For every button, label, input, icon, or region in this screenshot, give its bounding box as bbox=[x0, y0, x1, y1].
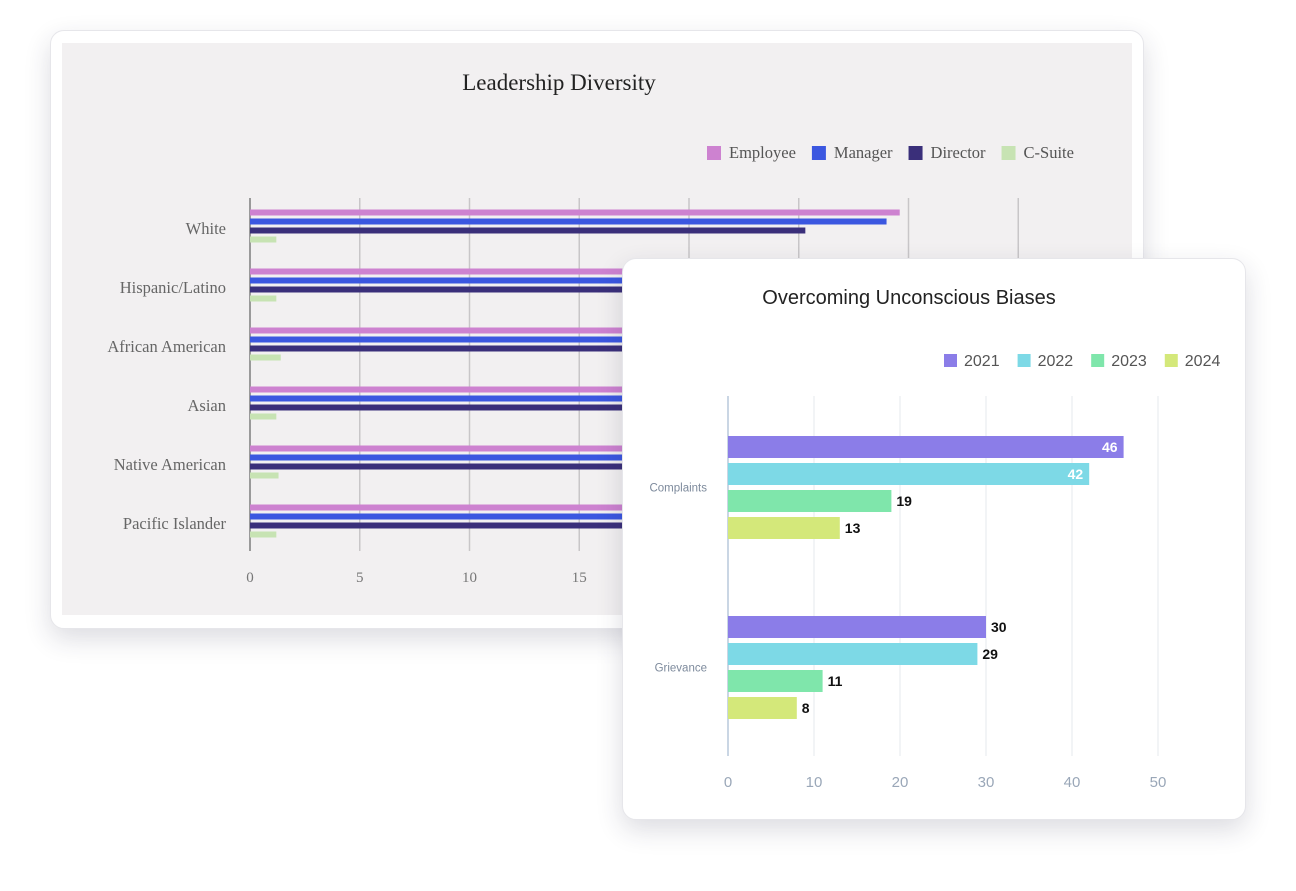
bar-employee-pacific-islander bbox=[250, 504, 668, 511]
legend-label-director: Director bbox=[931, 143, 986, 162]
legend-swatch-c-suite bbox=[1001, 146, 1016, 160]
legend-label-2024: 2024 bbox=[1185, 353, 1221, 370]
bar-manager-native-american bbox=[250, 454, 689, 461]
bar-director-native-american bbox=[250, 463, 646, 470]
bar-manager-pacific-islander bbox=[250, 513, 646, 520]
bar-employee-asian bbox=[250, 386, 755, 393]
legend-swatch-manager bbox=[811, 146, 826, 160]
x-tick-label: 10 bbox=[462, 570, 477, 586]
bar-2022-grievance bbox=[728, 643, 978, 665]
bar-employee-native-american bbox=[250, 445, 711, 452]
legend-label-manager: Manager bbox=[834, 143, 893, 162]
x-tick-label: 30 bbox=[978, 774, 995, 791]
chart-title: Leadership Diversity bbox=[462, 70, 656, 95]
data-label-2024-complaints: 13 bbox=[845, 520, 861, 536]
data-label-2023-complaints: 19 bbox=[896, 493, 912, 509]
category-label-complaints: Complaints bbox=[649, 483, 707, 495]
x-tick-label: 20 bbox=[892, 774, 909, 791]
category-label-native-american: Native American bbox=[114, 455, 226, 474]
bar-manager-asian bbox=[250, 395, 733, 402]
bar-c-suite-asian bbox=[250, 413, 277, 420]
bar-2024-grievance bbox=[728, 697, 797, 719]
category-label-white: White bbox=[186, 219, 226, 238]
bar-2021-grievance bbox=[728, 616, 986, 638]
legend-swatch-2022 bbox=[1017, 354, 1031, 367]
unconscious-biases-card: Overcoming Unconscious Biases 0 10 20 30 40 5… bbox=[622, 258, 1246, 820]
x-tick-label: 10 bbox=[806, 774, 823, 791]
bar-manager-african-american bbox=[250, 336, 711, 343]
category-label-african-american: African American bbox=[107, 337, 226, 356]
x-tick-label: 5 bbox=[356, 570, 364, 586]
x-tick-label: 50 bbox=[1150, 774, 1167, 791]
bar-2024-complaints bbox=[728, 517, 840, 539]
bar-employee-white bbox=[250, 209, 900, 216]
bar-manager-white bbox=[250, 218, 887, 225]
x-tick-label: 0 bbox=[724, 774, 732, 791]
legend-label-2022: 2022 bbox=[1038, 353, 1074, 370]
legend-swatch-director bbox=[908, 146, 923, 160]
bar-employee-hispanic-latino bbox=[250, 268, 777, 275]
data-label-2022-grievance: 29 bbox=[982, 646, 998, 662]
data-label-2023-grievance: 11 bbox=[828, 673, 843, 689]
bar-2021-complaints bbox=[728, 436, 1124, 458]
bar-2023-grievance bbox=[728, 670, 823, 692]
data-label-2021-grievance: 30 bbox=[991, 619, 1007, 635]
data-label-2022-complaints: 42 bbox=[1068, 466, 1084, 482]
unconscious-biases-chart: Overcoming Unconscious Biases 0 10 20 30 40 5… bbox=[649, 287, 1221, 791]
legend-label-2023: 2023 bbox=[1111, 353, 1147, 370]
bar-director-pacific-islander bbox=[250, 522, 624, 529]
bar-director-asian bbox=[250, 404, 689, 411]
data-label-2021-complaints: 46 bbox=[1102, 439, 1118, 455]
data-label-2024-grievance: 8 bbox=[802, 700, 810, 716]
x-tick-label: 0 bbox=[246, 570, 254, 586]
bar-c-suite-white bbox=[250, 236, 277, 243]
bar-director-african-american bbox=[250, 345, 668, 352]
bar-c-suite-pacific-islander bbox=[250, 531, 277, 538]
bar-2022-complaints bbox=[728, 463, 1090, 485]
legend-label-employee: Employee bbox=[729, 143, 796, 162]
bar-2023-complaints bbox=[728, 490, 892, 512]
chart-title: Overcoming Unconscious Biases bbox=[762, 287, 1055, 309]
legend-swatch-2024 bbox=[1164, 354, 1178, 367]
x-tick-label: 15 bbox=[572, 570, 587, 586]
category-label-hispanic-latino: Hispanic/Latino bbox=[120, 278, 226, 297]
category-label-pacific-islander: Pacific Islander bbox=[123, 514, 227, 533]
bar-c-suite-native-american bbox=[250, 472, 279, 479]
legend-label-2021: 2021 bbox=[964, 353, 1000, 370]
legend-swatch-employee bbox=[707, 146, 721, 160]
legend-swatch-2021 bbox=[944, 354, 957, 367]
x-tick-label: 40 bbox=[1064, 774, 1081, 791]
category-label-grievance: Grievance bbox=[655, 663, 707, 675]
bar-director-white bbox=[250, 227, 806, 234]
category-label-asian: Asian bbox=[188, 396, 227, 415]
bar-c-suite-hispanic-latino bbox=[250, 295, 277, 302]
legend-label-c-suite: C-Suite bbox=[1024, 143, 1074, 162]
bar-director-hispanic-latino bbox=[250, 286, 689, 293]
bar-manager-hispanic-latino bbox=[250, 277, 755, 284]
legend-swatch-2023 bbox=[1091, 354, 1105, 367]
bar-c-suite-african-american bbox=[250, 354, 281, 361]
bar-employee-african-american bbox=[250, 327, 733, 334]
